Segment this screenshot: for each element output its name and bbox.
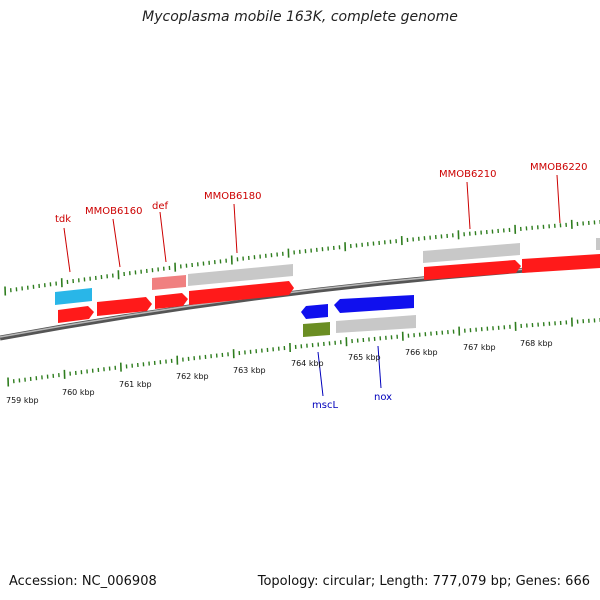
scale-label-761: 761 kbp	[119, 380, 152, 389]
feature-mmob6220-cds	[522, 254, 600, 273]
scale-label-767: 767 kbp	[463, 343, 496, 352]
scale-label-764: 764 kbp	[291, 359, 324, 368]
map-title: Mycoplasma mobile 163K, complete genome	[142, 9, 458, 25]
feature-tdk-gene	[55, 288, 92, 305]
feature-mmob6180-gene	[188, 264, 293, 286]
label-mmob6220: MMOB6220	[530, 162, 587, 173]
forward-tick-marks	[4, 219, 600, 296]
scale-label-759: 759 kbp	[6, 396, 39, 405]
feature-mmob6220-gene	[596, 238, 600, 250]
feature-mmob6160-cds	[97, 297, 152, 316]
label-def: def	[152, 201, 169, 212]
scale-label-763: 763 kbp	[233, 366, 266, 375]
feature-nox-cds	[334, 295, 414, 313]
def-leader-line	[159, 211, 167, 263]
reverse-strand-features	[301, 295, 416, 337]
scale-label-765: 765 kbp	[348, 353, 381, 362]
feature-mmob6210-gene	[423, 243, 520, 263]
feature-mmob6180-cds	[189, 281, 294, 305]
scale-label-760: 760 kbp	[62, 388, 95, 397]
forward-strand-features	[55, 238, 600, 323]
tdk-leader-line	[63, 227, 71, 273]
mmob6220-leader-line	[556, 174, 561, 224]
label-mmob6210: MMOB6210	[439, 169, 496, 180]
label-mscl: mscL	[312, 400, 338, 411]
mmob6160-leader-line	[112, 218, 121, 268]
reverse-tick-marks	[7, 317, 600, 387]
mmob6180-leader-line	[233, 203, 238, 254]
feature-def-gene	[152, 275, 186, 290]
feature-def-cds	[155, 293, 188, 309]
reverse-gene-labels: mscL nox	[312, 345, 392, 411]
mscl-leader-line	[317, 351, 324, 397]
forward-gene-labels: tdk MMOB6160 def MMOB6180 MMOB6210 MMOB6…	[55, 162, 587, 273]
topology-text: Topology: circular; Length: 777,079 bp; …	[257, 574, 590, 589]
feature-tdk-cds	[58, 306, 94, 323]
scale-label-766: 766 kbp	[405, 348, 438, 357]
scale-labels: 759 kbp 760 kbp 761 kbp 762 kbp 763 kbp …	[6, 339, 553, 405]
scale-label-762: 762 kbp	[176, 372, 209, 381]
feature-mscl-gene	[303, 322, 330, 337]
label-mmob6180: MMOB6180	[204, 191, 261, 202]
feature-nox-gene	[336, 315, 416, 333]
mmob6210-leader-line	[466, 181, 471, 230]
accession-text: Accession: NC_006908	[9, 574, 157, 589]
label-tdk: tdk	[55, 214, 71, 225]
feature-mscl-cds	[301, 304, 328, 319]
nox-leader-line	[377, 345, 382, 389]
label-mmob6160: MMOB6160	[85, 206, 142, 217]
feature-mmob6210-cds	[424, 260, 521, 280]
scale-label-768: 768 kbp	[520, 339, 553, 348]
label-nox: nox	[374, 392, 392, 403]
